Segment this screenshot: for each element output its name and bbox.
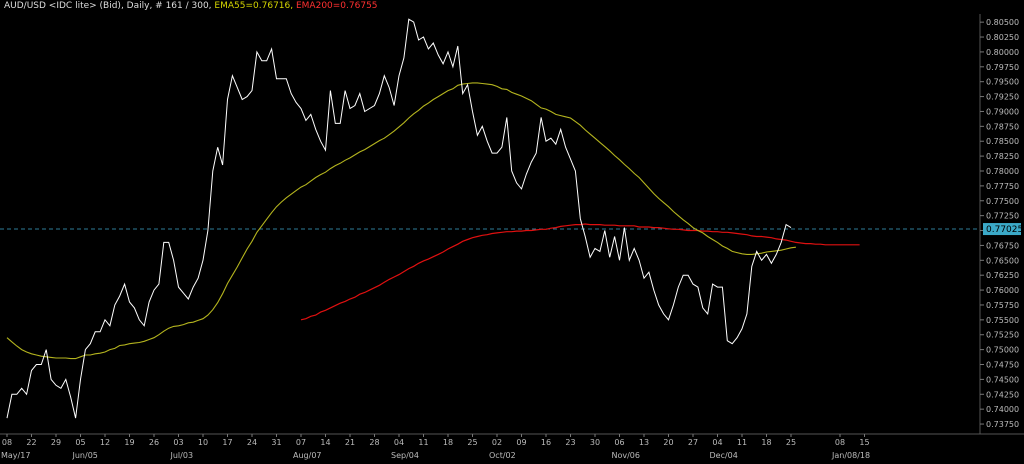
x-day-label: 21 [345,438,355,447]
x-day-label: 20 [663,438,673,447]
x-day-label: 16 [541,438,551,447]
x-day-label: 05 [75,438,85,447]
y-tick-label: 0.80250 [986,33,1019,42]
x-day-label: 22 [26,438,36,447]
y-tick-label: 0.75250 [986,331,1019,340]
current-price-badge-bg [983,223,1021,236]
y-tick-label: 0.79500 [986,78,1019,87]
x-day-label: 19 [124,438,134,447]
y-tick-label: 0.78750 [986,122,1019,131]
x-month-label: Dec/04 [710,451,738,460]
price-line [6,18,792,419]
current-price-label: 0.77025 [986,225,1023,235]
x-day-label: 06 [614,438,624,447]
y-tick-label: 0.76000 [986,286,1019,295]
x-month-label: May/17 [1,451,30,460]
x-day-label: 08 [2,438,12,447]
x-day-label: 14 [320,438,330,447]
x-axis: 08 22 29 05 12 19 26 03 10 17 24 31 07 14 21 28 04 11 18 25… [1,434,870,460]
x-month-label: Jan/08/18 [831,451,870,460]
y-tick-label: 0.74500 [986,375,1019,384]
x-day-label: 18 [761,438,771,447]
x-day-label: 12 [100,438,110,447]
x-month-label: Nov/06 [612,451,641,460]
y-tick-label: 0.73750 [986,420,1019,429]
x-day-label: 30 [590,438,600,447]
y-tick-label: 0.77250 [986,212,1019,221]
x-day-label: 02 [492,438,502,447]
y-tick-label: 0.77750 [986,182,1019,191]
y-tick-label: 0.74750 [986,361,1019,370]
x-day-label: 04 [394,438,404,447]
ema55-line [6,82,796,360]
y-tick-label: 0.78250 [986,152,1019,161]
ema200-line [300,223,860,321]
y-tick-label: 0.79000 [986,107,1019,116]
current-price-badge: 0.77025 [983,223,1023,236]
y-tick-label: 0.78500 [986,137,1019,146]
y-tick-label: 0.80500 [986,18,1019,27]
x-day-label: 18 [443,438,453,447]
ema55-label: EMA55=0.76716, [214,1,294,11]
x-day-label: 23 [565,438,575,447]
x-month-label: Jul/03 [170,451,194,460]
y-tick-label: 0.78000 [986,167,1019,176]
y-tick-label: 0.75000 [986,346,1019,355]
y-tick-label: 0.79250 [986,93,1019,102]
ema200-label: EMA200=0.76755 [295,1,378,11]
x-day-label: 25 [467,438,477,447]
y-tick-label: 0.75750 [986,301,1019,310]
y-tick-label: 0.76250 [986,271,1019,280]
y-tick-label: 0.79750 [986,63,1019,72]
x-day-label: 04 [712,438,722,447]
x-day-label: 31 [271,438,281,447]
x-day-label: 15 [859,438,869,447]
instrument-label: AUD/USD <IDC lite> (Bid), Daily, # 161 /… [4,1,212,11]
y-tick-label: 0.76500 [986,256,1019,265]
y-tick-label: 0.77500 [986,197,1019,206]
x-day-label: 17 [222,438,232,447]
x-day-label: 11 [737,438,747,447]
x-day-label: 10 [198,438,208,447]
x-day-label: 08 [835,438,845,447]
y-tick-label: 0.75500 [986,316,1019,325]
x-month-label: Aug/07 [293,451,322,460]
y-tick-label: 0.74250 [986,390,1019,399]
x-day-label: 11 [418,438,428,447]
x-month-label: Oct/02 [489,451,516,460]
x-day-label: 07 [296,438,306,447]
x-month-label: Jun/05 [72,451,98,460]
x-day-label: 24 [247,438,257,447]
x-day-label: 27 [688,438,698,447]
y-tick-label: 0.74000 [986,405,1019,414]
x-day-label: 28 [369,438,379,447]
y-axis: 0.73750 0.74000 0.74250 0.74500 0.74750 0.750… [980,18,1019,429]
chart-header: AUD/USD <IDC lite> (Bid), Daily, # 161 /… [4,1,378,11]
x-day-label: 25 [786,438,796,447]
x-day-label: 26 [149,438,159,447]
x-day-label: 29 [51,438,61,447]
x-month-label: Sep/04 [391,451,419,460]
x-day-label: 03 [173,438,183,447]
x-day-label: 13 [639,438,649,447]
y-tick-label: 0.80000 [986,48,1019,57]
x-day-label: 09 [516,438,526,447]
y-tick-label: 0.76750 [986,241,1019,250]
